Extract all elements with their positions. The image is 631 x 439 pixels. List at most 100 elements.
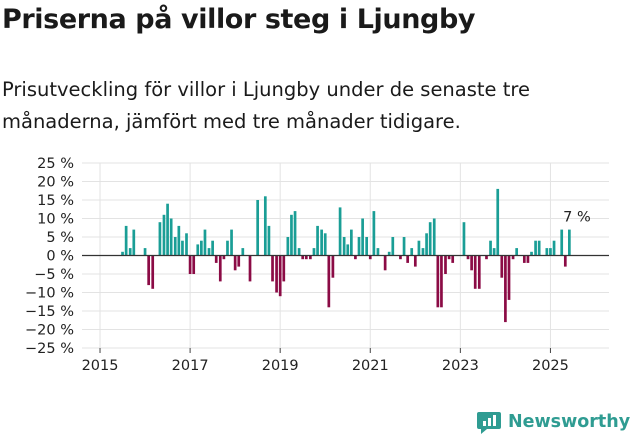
x-tick-label: 2015	[82, 358, 119, 370]
y-tick-label: 5 %	[46, 230, 74, 246]
bar	[214, 255, 218, 263]
bar	[177, 225, 181, 256]
y-tick-label: −25 %	[25, 341, 74, 357]
bar	[560, 229, 564, 256]
bar	[320, 229, 323, 256]
bar	[338, 207, 342, 256]
bar	[185, 233, 188, 256]
bar	[432, 218, 436, 256]
bar	[192, 255, 196, 274]
x-tick-label: 2019	[262, 358, 299, 370]
bar	[383, 255, 387, 271]
y-tick-label: −20 %	[25, 323, 74, 339]
bar	[399, 255, 402, 260]
bar	[515, 248, 519, 256]
bar	[286, 237, 290, 256]
bar	[282, 255, 286, 282]
bar	[402, 237, 406, 256]
x-tick-label: 2021	[352, 358, 389, 370]
bar	[406, 255, 410, 263]
bar	[230, 229, 233, 256]
bar	[387, 251, 391, 256]
bar	[267, 225, 271, 256]
bar	[275, 255, 278, 293]
bar	[428, 222, 432, 256]
bar	[162, 214, 166, 256]
bar	[526, 255, 530, 263]
bar	[440, 255, 443, 308]
newsworthy-logo-icon	[477, 412, 501, 434]
bar	[492, 248, 496, 256]
bar	[466, 255, 470, 260]
bar	[181, 240, 184, 256]
bar	[568, 229, 571, 256]
bar	[271, 255, 274, 282]
price-change-chart: 25 % 20 % 15 % 10 % 5 % 0 % −5 % −10 % −15 % −20 …	[25, 156, 609, 370]
bar	[327, 255, 331, 308]
bar	[421, 248, 425, 256]
bar	[549, 248, 552, 256]
bar	[342, 237, 346, 256]
bar	[200, 240, 203, 256]
bar	[263, 196, 267, 256]
bar	[323, 233, 327, 256]
bar	[436, 255, 440, 308]
bar	[290, 214, 293, 256]
bar	[166, 203, 169, 256]
bar	[361, 218, 364, 256]
bar	[417, 240, 421, 256]
bar	[357, 237, 361, 256]
bar	[158, 222, 162, 256]
brand-logo: Newsworthy	[476, 408, 630, 436]
x-tick-label: 2017	[172, 358, 209, 370]
bar	[128, 248, 132, 256]
y-axis: 25 % 20 % 15 % 10 % 5 % 0 % −5 % −10 % −15 % −20 …	[25, 156, 74, 357]
bar	[169, 218, 173, 256]
y-tick-label: −10 %	[25, 286, 74, 302]
bar	[537, 240, 541, 256]
bar	[451, 255, 455, 263]
bar	[368, 255, 372, 260]
bar	[301, 255, 305, 260]
bar	[354, 255, 357, 260]
bar	[226, 240, 229, 256]
y-tick-label: 25 %	[37, 156, 74, 172]
bar	[346, 244, 350, 256]
bar	[462, 222, 466, 256]
bar	[473, 255, 477, 289]
bar	[391, 237, 395, 256]
bar	[218, 255, 222, 282]
bar	[151, 255, 155, 289]
bar	[256, 200, 260, 256]
bar	[207, 248, 211, 256]
x-axis: 2015 2017 2019 2021 2023 2025	[82, 348, 569, 370]
bar	[545, 248, 549, 256]
bar	[143, 248, 147, 256]
brand-name: Newsworthy	[508, 412, 631, 432]
bar	[552, 240, 556, 256]
bar	[331, 255, 335, 278]
bar	[470, 255, 473, 271]
bar	[248, 255, 252, 282]
bar	[196, 244, 200, 256]
bar-series	[121, 188, 571, 323]
x-tick-label: 2023	[442, 358, 479, 370]
bar	[485, 255, 488, 260]
bar	[203, 229, 207, 256]
bar	[504, 255, 507, 323]
bar	[507, 255, 511, 300]
y-tick-label: −5 %	[34, 267, 74, 283]
bar	[293, 211, 297, 256]
bar	[496, 188, 500, 256]
bar	[132, 229, 136, 256]
bar	[489, 240, 492, 256]
bar	[241, 248, 245, 256]
bar	[413, 255, 417, 267]
bar	[477, 255, 481, 289]
bar	[522, 255, 526, 263]
bar	[534, 240, 537, 256]
chart-title: Priserna på villor steg i Ljungby	[2, 4, 476, 35]
bar	[511, 255, 515, 260]
bar	[237, 255, 241, 267]
bar	[222, 255, 226, 260]
